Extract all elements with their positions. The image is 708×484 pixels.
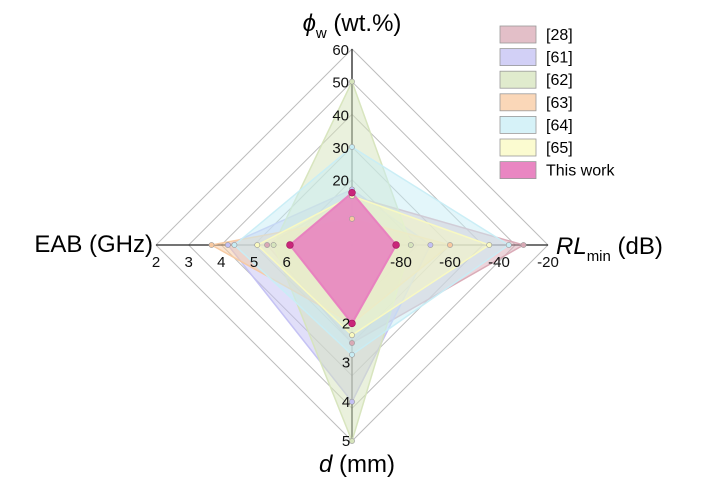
axis-title-phi: ϕw (wt.%) bbox=[303, 10, 402, 42]
data-point-2-eab bbox=[270, 242, 277, 248]
data-point-3-rl bbox=[447, 242, 453, 248]
data-point-4-d bbox=[349, 351, 355, 358]
data-point-4-rl bbox=[505, 242, 512, 248]
legend-swatch-2 bbox=[499, 70, 537, 89]
tick-eab-6: 6 bbox=[282, 254, 290, 271]
data-point-5-eab bbox=[254, 242, 261, 248]
legend-label-0: [28] bbox=[546, 27, 573, 44]
tick-rl--80: -80 bbox=[390, 254, 412, 271]
legend: [28] [61] [62] [63] [64] [65] This work bbox=[499, 25, 615, 180]
legend-label-4: [64] bbox=[546, 117, 573, 134]
data-point-6-phi bbox=[348, 189, 356, 197]
tick-phi-60: 60 bbox=[332, 42, 349, 59]
tick-phi-50: 50 bbox=[332, 75, 349, 92]
data-point-1-d bbox=[349, 398, 355, 405]
axis-title-eab: EAB (GHz) bbox=[34, 231, 153, 258]
data-point-0-rl bbox=[520, 242, 527, 248]
tick-d-4: 4 bbox=[342, 394, 350, 411]
data-point-6-d bbox=[348, 319, 356, 328]
legend-swatch-6 bbox=[499, 161, 537, 180]
series-layer bbox=[208, 78, 527, 444]
legend-swatch-4 bbox=[499, 116, 537, 134]
data-point-4-eab bbox=[231, 242, 238, 248]
tick-phi-30: 30 bbox=[332, 140, 349, 157]
legend-swatch-0 bbox=[499, 25, 537, 44]
legend-label-3: [63] bbox=[546, 95, 573, 112]
data-point-3-phi bbox=[349, 215, 355, 222]
tick-d-5: 5 bbox=[342, 433, 350, 450]
data-point-3-eab bbox=[208, 242, 215, 248]
data-point-2-rl bbox=[407, 242, 414, 248]
data-point-6-eab bbox=[286, 241, 294, 249]
tick-d-3: 3 bbox=[342, 355, 350, 372]
data-point-6-rl bbox=[392, 241, 400, 249]
legend-label-1: [61] bbox=[546, 50, 573, 67]
data-point-2-phi bbox=[349, 78, 355, 85]
tick-eab-2: 2 bbox=[152, 254, 160, 271]
data-point-0-eab bbox=[264, 242, 270, 248]
data-point-5-d bbox=[349, 332, 355, 339]
tick-eab-5: 5 bbox=[250, 254, 258, 271]
tick-eab-3: 3 bbox=[184, 254, 192, 271]
data-point-4-phi bbox=[349, 144, 355, 150]
data-point-1-eab bbox=[224, 242, 231, 248]
tick-phi-40: 40 bbox=[332, 107, 349, 124]
tick-d-2: 2 bbox=[342, 315, 350, 332]
tick-rl--40: -40 bbox=[488, 254, 510, 271]
data-point-2-d bbox=[349, 438, 355, 444]
legend-swatch-5 bbox=[499, 138, 537, 157]
tick-eab-4: 4 bbox=[217, 254, 225, 271]
data-point-1-rl bbox=[427, 242, 434, 248]
data-point-5-rl bbox=[486, 242, 493, 248]
legend-label-2: [62] bbox=[546, 72, 573, 89]
data-point-0-d bbox=[349, 340, 355, 346]
tick-labels: 20 30 40 50 60 -80 -60 -40 -20 2 3 4 5 2 3 4 5 6 bbox=[152, 42, 559, 450]
legend-swatch-1 bbox=[499, 48, 537, 66]
tick-phi-20: 20 bbox=[332, 173, 349, 190]
legend-label-5: [65] bbox=[546, 140, 573, 157]
tick-rl--60: -60 bbox=[439, 254, 461, 271]
tick-rl--20: -20 bbox=[537, 254, 559, 271]
legend-swatch-3 bbox=[499, 93, 537, 112]
axis-title-d: d (mm) bbox=[319, 451, 395, 478]
legend-label-6: This work bbox=[546, 163, 615, 180]
axis-title-rl: RLmin (dB) bbox=[556, 233, 663, 265]
